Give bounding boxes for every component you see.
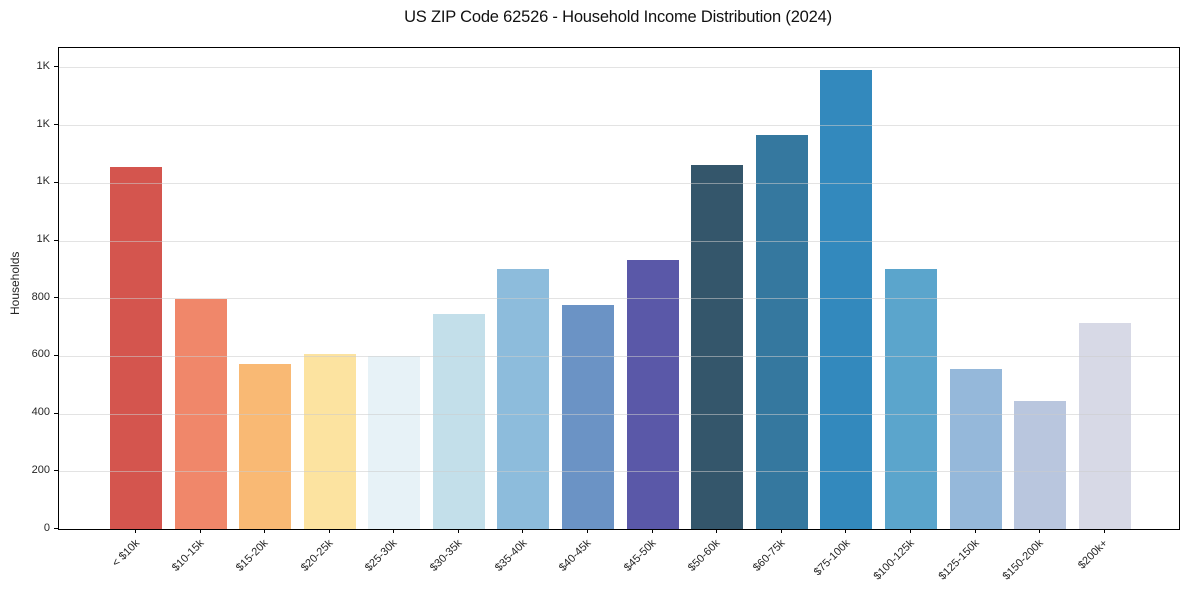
x-tick [1039,529,1041,533]
x-tick [264,529,265,533]
y-tick [54,470,58,472]
bar-$150-200k [1014,400,1067,529]
x-tick [328,529,330,533]
x-tick [1103,529,1105,533]
x-tick-label: $45-50k [621,537,659,574]
x-tick [199,529,201,533]
x-tick-label: $150-200k [1000,537,1046,583]
x-tick-label: $20-25k [298,537,336,574]
bar-$35-40k [497,269,550,529]
x-tick-label: $25-30k [363,537,400,574]
x-tick-label: $30-35k [427,537,465,574]
y-tick-label: 800 [31,290,50,303]
x-tick [716,529,718,533]
bar-$200k+ [1078,323,1131,529]
y-tick [54,354,58,356]
x-tick [974,529,976,533]
x-tick-label: $200k+ [1076,537,1111,572]
x-tick [909,529,911,533]
y-tick [54,181,58,183]
x-tick [845,529,847,533]
x-tick-label: $50-60k [686,537,723,574]
bar-$20-25k [303,354,356,529]
y-tick [54,239,58,241]
bar-$100-125k [884,269,937,529]
plot-area [58,47,1180,530]
y-tick-label: 200 [31,463,50,476]
x-tick-label: $10-15k [169,537,207,574]
y-tick-label: 600 [31,348,50,361]
bar-< $10k [109,166,162,529]
x-tick-label: $125-150k [936,537,982,583]
x-tick [393,529,395,533]
gridline [59,125,1179,126]
y-tick [54,412,58,414]
x-tick-label: < $10k [109,537,142,570]
gridline [59,355,1179,357]
x-tick-label: $60-75k [750,537,788,574]
bar-$15-20k [239,364,291,529]
y-tick-label: 1K [36,175,50,188]
bar-$125-150k [949,368,1002,529]
gridline [59,298,1179,300]
x-tick [457,529,459,533]
gridline [59,240,1179,242]
x-tick [587,529,588,533]
x-tick [651,529,653,533]
gridline [59,413,1179,415]
x-tick [134,529,136,533]
y-tick [54,297,58,299]
bar-$25-30k [368,356,421,529]
y-tick [54,124,58,125]
chart-title: US ZIP Code 62526 - Household Income Dis… [404,8,832,26]
gridline [59,67,1179,69]
bar-$50-60k [691,164,744,529]
y-tick-label: 0 [43,521,50,534]
x-tick-label: $100-125k [871,537,917,583]
bar-$40-45k [562,305,614,529]
y-tick-label: 1K [36,233,50,245]
y-tick-label: 400 [31,406,50,419]
x-tick [780,529,782,533]
bar-$30-35k [432,314,485,529]
bar-$45-50k [626,259,679,529]
y-axis-label: Households [8,251,22,315]
x-tick-label: $35-40k [492,537,530,574]
bar-$75-100k [820,69,873,529]
bar-$60-75k [755,134,808,529]
x-tick-label: $40-45k [557,537,594,574]
x-tick-label: $15-20k [234,537,271,574]
y-tick-label: 1K [36,59,50,72]
y-tick [54,66,58,68]
x-tick [522,529,524,533]
gridline [59,182,1179,184]
x-tick-label: $75-100k [811,537,853,579]
y-tick-label: 1K [36,117,50,130]
y-tick [54,528,58,529]
gridline [59,471,1179,473]
